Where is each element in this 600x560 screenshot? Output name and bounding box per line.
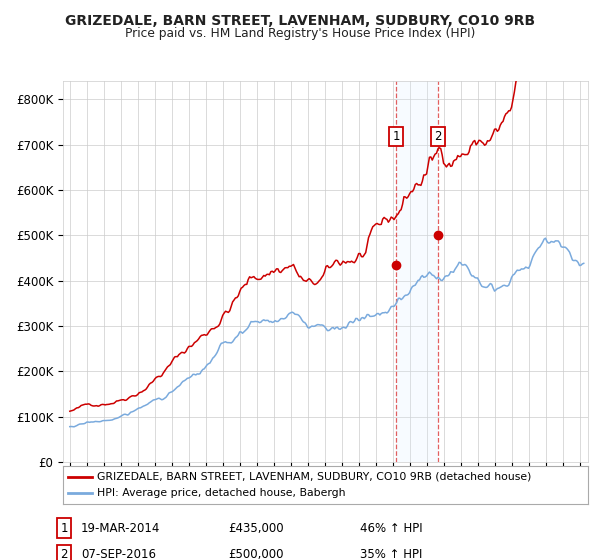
Text: 46% ↑ HPI: 46% ↑ HPI bbox=[360, 521, 422, 535]
Text: 2: 2 bbox=[61, 548, 68, 560]
Text: 1: 1 bbox=[392, 130, 400, 143]
Text: 19-MAR-2014: 19-MAR-2014 bbox=[81, 521, 160, 535]
Text: £500,000: £500,000 bbox=[228, 548, 284, 560]
Text: GRIZEDALE, BARN STREET, LAVENHAM, SUDBURY, CO10 9RB: GRIZEDALE, BARN STREET, LAVENHAM, SUDBUR… bbox=[65, 14, 535, 28]
Text: £435,000: £435,000 bbox=[228, 521, 284, 535]
Text: 07-SEP-2016: 07-SEP-2016 bbox=[81, 548, 156, 560]
Bar bbox=[396, 81, 438, 462]
Text: GRIZEDALE, BARN STREET, LAVENHAM, SUDBURY, CO10 9RB (detached house): GRIZEDALE, BARN STREET, LAVENHAM, SUDBUR… bbox=[97, 472, 532, 482]
Text: 35% ↑ HPI: 35% ↑ HPI bbox=[360, 548, 422, 560]
Text: Price paid vs. HM Land Registry's House Price Index (HPI): Price paid vs. HM Land Registry's House … bbox=[125, 27, 475, 40]
Text: HPI: Average price, detached house, Babergh: HPI: Average price, detached house, Babe… bbox=[97, 488, 346, 498]
Text: 1: 1 bbox=[61, 521, 68, 535]
Text: 2: 2 bbox=[434, 130, 442, 143]
